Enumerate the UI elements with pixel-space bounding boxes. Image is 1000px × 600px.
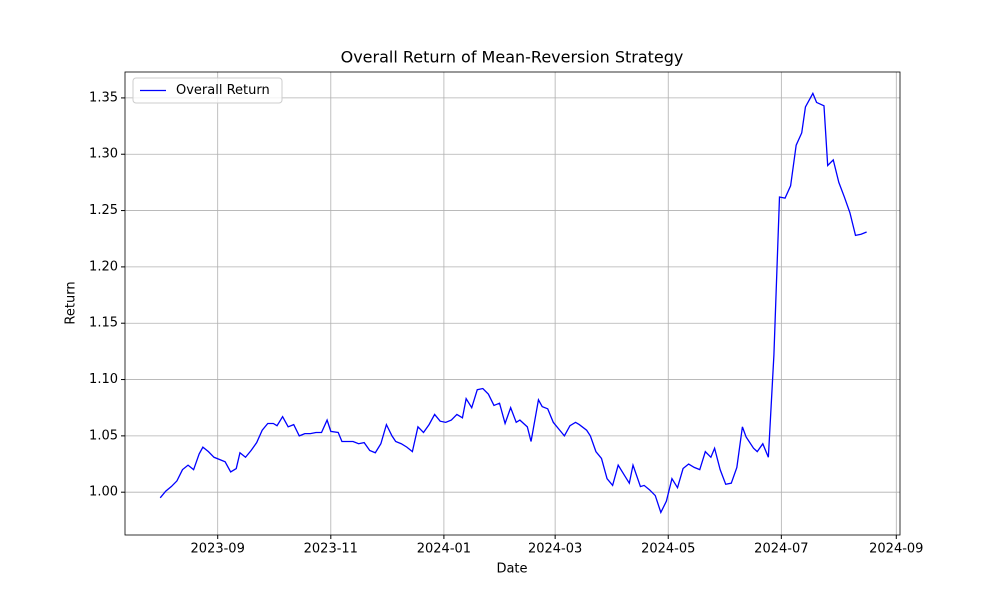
x-tick-label: 2023-09	[191, 542, 245, 557]
y-tick-label: 1.05	[89, 428, 118, 443]
y-tick-label: 1.00	[89, 485, 118, 500]
y-axis-label: Return	[64, 281, 79, 324]
x-tick-label: 2024-03	[528, 542, 582, 557]
y-tick-label: 1.25	[89, 203, 118, 218]
x-tick-label: 2023-11	[304, 542, 358, 557]
legend-label: Overall Return	[176, 83, 270, 98]
x-tick-label: 2024-09	[869, 542, 923, 557]
y-tick-label: 1.10	[89, 372, 118, 387]
y-tick-label: 1.20	[89, 259, 118, 274]
y-tick-label: 1.35	[89, 90, 118, 105]
x-tick-label: 2024-05	[641, 542, 695, 557]
y-tick-label: 1.30	[89, 147, 118, 162]
plot-frame	[124, 71, 901, 536]
x-tick-label: 2024-07	[754, 542, 808, 557]
data-line	[159, 91, 867, 515]
x-axis-label: Date	[496, 562, 527, 577]
chart-title: Overall Return of Mean-Reversion Strateg…	[341, 48, 684, 67]
x-tick-label: 2024-01	[417, 542, 471, 557]
legend-box	[132, 77, 283, 104]
y-tick-label: 1.15	[89, 316, 118, 331]
